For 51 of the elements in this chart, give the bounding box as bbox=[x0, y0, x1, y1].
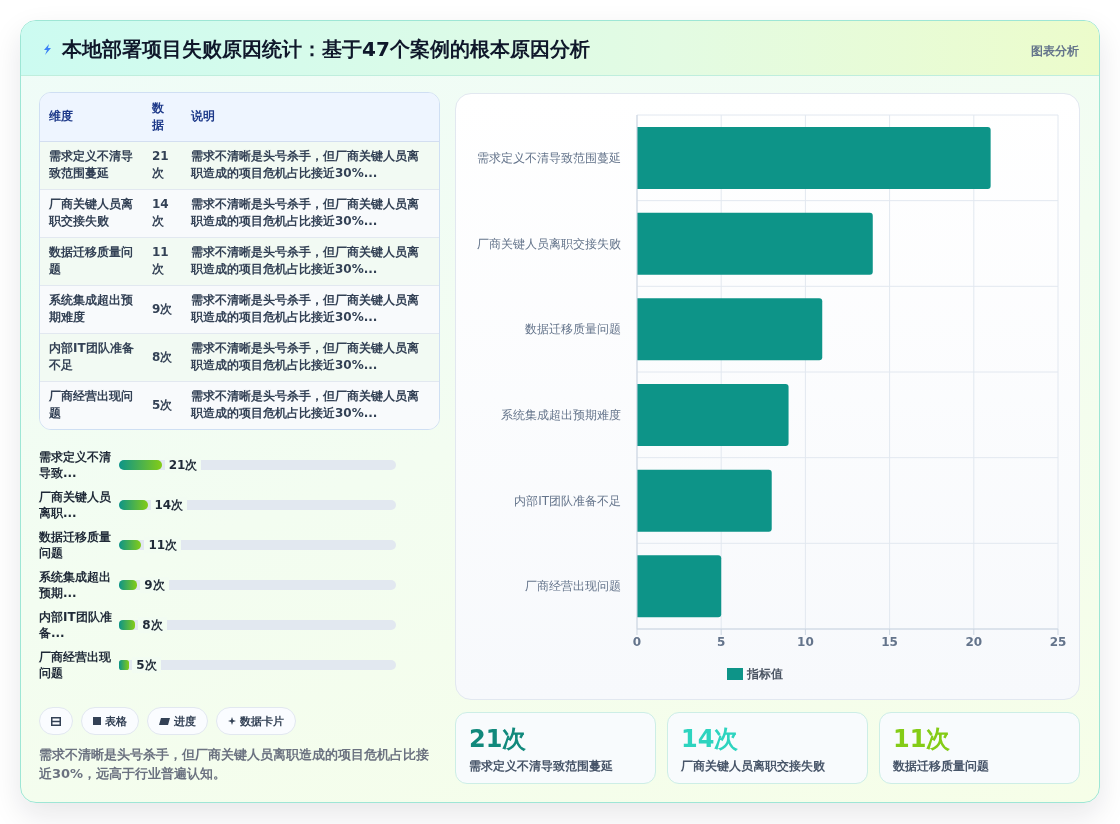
text: 21次 bbox=[469, 725, 527, 753]
text: 需求不清晰是头号杀手，但厂商关键人员离职造成的项目危机占比接近30%... bbox=[191, 341, 419, 372]
text: 维度 bbox=[49, 109, 73, 124]
text: 11次 bbox=[152, 245, 169, 276]
y-tick-label: 厂商经营出现问题 bbox=[39, 650, 111, 680]
text: 说明 bbox=[191, 109, 215, 124]
y-tick-label: 数据迁移质量问题 bbox=[525, 322, 621, 337]
y-tick-label: 数据迁移质量问题 bbox=[39, 530, 111, 560]
data-label: 9次 bbox=[144, 578, 165, 592]
y-tick-label: 系统集成超出预期... bbox=[39, 570, 111, 600]
data-label: 14次 bbox=[154, 498, 184, 512]
category-label: 厂商关键人员离职交接失败 bbox=[681, 759, 825, 773]
y-tick-label: 内部IT团队准备不足 bbox=[514, 493, 621, 508]
text: 需求不清晰是头号杀手，但厂商关键人员离职造成的项目危机占比接近30%... bbox=[191, 389, 419, 421]
text: 9次 bbox=[152, 301, 173, 316]
y-tick-label: 厂商关键人员离职交接失败 bbox=[477, 236, 621, 251]
text: 8次 bbox=[152, 349, 173, 364]
text: 需求不清晰是头号杀手，但厂商关键人员离职造成的项目危机占比接近30%，远高于行业普遍认知。 bbox=[39, 747, 429, 781]
text: 11次 bbox=[893, 725, 951, 753]
x-tick-label: 25 bbox=[1049, 634, 1067, 649]
text: 需求不清晰是头号杀手，但厂商关键人员离职造成的项目危机占比接近30%... bbox=[191, 197, 419, 228]
text: 图表分析 bbox=[1031, 44, 1079, 58]
data-label: 11次 bbox=[148, 538, 178, 552]
text: 需求不清晰是头号杀手，但厂商关键人员离职造成的项目危机占比接近30%... bbox=[191, 245, 419, 276]
x-tick-label: 5 bbox=[717, 634, 726, 649]
text: 数据 bbox=[152, 100, 164, 132]
data-label: 5次 bbox=[136, 658, 157, 672]
x-tick-label: 15 bbox=[881, 634, 898, 649]
text: 需求不清晰是头号杀手，但厂商关键人员离职造成的项目危机占比接近30%... bbox=[191, 293, 419, 324]
y-tick-label: 系统集成超出预期难度 bbox=[501, 407, 621, 422]
y-tick-label: 需求定义不清导致范围蔓延 bbox=[477, 150, 621, 165]
text: 21次 bbox=[152, 149, 169, 180]
category-label: 数据迁移质量问题 bbox=[893, 759, 989, 773]
text: 进度 bbox=[174, 713, 196, 729]
text: 数据卡片 bbox=[240, 713, 284, 729]
text: 需求不清晰是头号杀手，但厂商关键人员离职造成的项目危机占比接近30%... bbox=[191, 149, 419, 180]
data-label: 21次 bbox=[168, 458, 198, 472]
legend-label: 指标值 bbox=[746, 667, 783, 681]
text: 14次 bbox=[152, 197, 169, 228]
text: 5次 bbox=[152, 397, 173, 412]
y-tick-label: 厂商经营出现问题 bbox=[525, 579, 621, 594]
y-tick-label: 需求定义不清导致... bbox=[39, 450, 111, 480]
text: 14次 bbox=[681, 725, 739, 753]
data-label: 8次 bbox=[142, 618, 163, 632]
text: 本地部署项目失败原因统计：基于47个案例的根本原因分析 bbox=[62, 37, 590, 61]
x-tick-label: 10 bbox=[797, 634, 814, 649]
y-tick-label: 内部IT团队准备... bbox=[39, 610, 112, 640]
x-tick-label: 0 bbox=[632, 634, 642, 649]
y-tick-label: 厂商关键人员离职... bbox=[39, 490, 111, 520]
text: 表格 bbox=[105, 713, 127, 729]
x-tick-label: 20 bbox=[965, 634, 983, 649]
